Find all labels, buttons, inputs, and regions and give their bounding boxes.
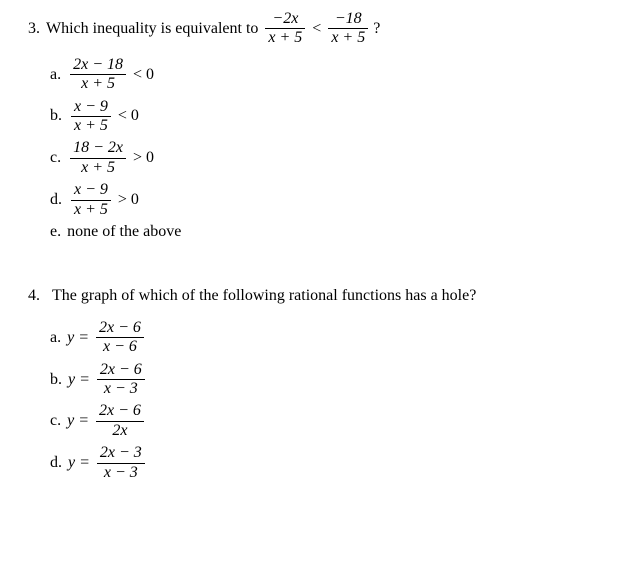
option-letter: c. [50,149,61,167]
question-3-text-after: ? [373,20,380,38]
relation-text: > 0 [118,191,139,209]
relation-text: < 0 [133,66,154,84]
fraction-denominator: x − 3 [97,464,145,482]
question-4-options: a. y = 2x − 6 x − 6 b. y = 2x − 6 x − 3 … [50,319,605,482]
fraction-denominator: x + 5 [70,159,126,177]
relation-symbol: < [312,20,321,38]
option-c: c. y = 2x − 6 2x [50,402,605,440]
option-d: d. x − 9 x + 5 > 0 [50,181,605,219]
option-letter: a. [50,66,61,84]
question-3-number: 3. [28,20,40,38]
fraction: 2x − 18 x + 5 [70,56,126,94]
option-a: a. 2x − 18 x + 5 < 0 [50,56,605,94]
fraction: 2x − 6 x − 3 [97,361,145,399]
relation-text: > 0 [133,149,154,167]
option-letter: d. [50,454,62,472]
fraction-numerator: −18 [328,10,368,29]
fraction-numerator: 2x − 6 [97,361,145,380]
fraction-denominator: x + 5 [71,117,111,135]
fraction-denominator: x + 5 [265,29,305,47]
fraction-denominator: 2x [96,422,144,440]
option-letter: e. [50,223,61,241]
question-4: 4. The graph of which of the following r… [28,287,605,482]
question-4-stem: 4. The graph of which of the following r… [28,287,605,305]
fraction-numerator: 18 − 2x [70,139,126,158]
fraction-numerator: x − 9 [71,181,111,200]
question-3-stem: 3. Which inequality is equivalent to −2x… [28,10,605,48]
lhs: y = [67,412,89,430]
option-letter: b. [50,107,62,125]
fraction-denominator: x + 5 [70,75,126,93]
fraction: x − 9 x + 5 [71,181,111,219]
option-a: a. y = 2x − 6 x − 6 [50,319,605,357]
relation-text: < 0 [118,107,139,125]
option-letter: a. [50,329,61,347]
option-text: none of the above [67,223,181,241]
fraction-numerator: 2x − 6 [96,319,144,338]
fraction: 2x − 6 2x [96,402,144,440]
fraction: x − 9 x + 5 [71,98,111,136]
fraction-numerator: x − 9 [71,98,111,117]
option-letter: c. [50,412,61,430]
option-letter: d. [50,191,62,209]
question-3-text-before: Which inequality is equivalent to [46,20,258,38]
fraction: 18 − 2x x + 5 [70,139,126,177]
option-e: e. none of the above [28,223,605,241]
fraction-denominator: x − 6 [96,338,144,356]
question-3: 3. Which inequality is equivalent to −2x… [28,10,605,241]
question-3-options: a. 2x − 18 x + 5 < 0 b. x − 9 x + 5 < 0 … [50,56,605,241]
option-d: d. y = 2x − 3 x − 3 [50,444,605,482]
fraction: −2x x + 5 [265,10,305,48]
fraction: 2x − 6 x − 6 [96,319,144,357]
option-c: c. 18 − 2x x + 5 > 0 [50,139,605,177]
question-4-text: The graph of which of the following rati… [52,287,476,305]
fraction-numerator: 2x − 3 [97,444,145,463]
lhs: y = [67,329,89,347]
option-b: b. x − 9 x + 5 < 0 [50,98,605,136]
fraction-denominator: x − 3 [97,380,145,398]
option-b: b. y = 2x − 6 x − 3 [50,361,605,399]
fraction-numerator: 2x − 6 [96,402,144,421]
lhs: y = [68,454,90,472]
lhs: y = [68,371,90,389]
fraction-numerator: −2x [265,10,305,29]
fraction: −18 x + 5 [328,10,368,48]
fraction-denominator: x + 5 [71,201,111,219]
option-letter: b. [50,371,62,389]
question-3-expression: −2x x + 5 < −18 x + 5 [262,10,371,48]
fraction-denominator: x + 5 [328,29,368,47]
page: 3. Which inequality is equivalent to −2x… [0,0,633,538]
question-4-number: 4. [28,287,40,305]
fraction: 2x − 3 x − 3 [97,444,145,482]
fraction-numerator: 2x − 18 [70,56,126,75]
